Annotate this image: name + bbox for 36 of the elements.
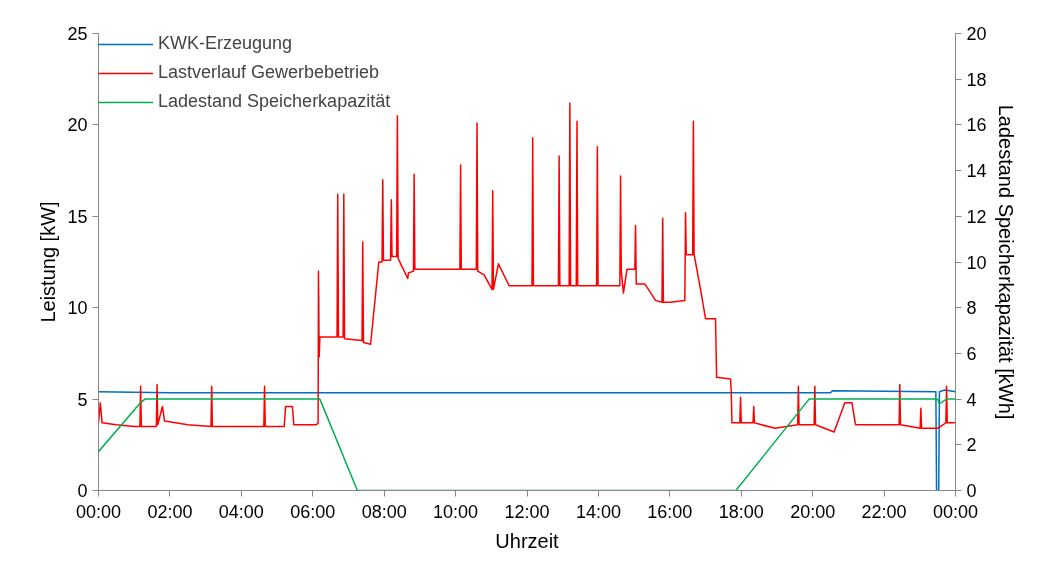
y2-tick-label: 8 [966, 298, 977, 319]
x-tick-label: 10:00 [433, 501, 479, 522]
y-axis-title: Leistung [kW] [37, 201, 60, 323]
y2-tick-label: 18 [966, 69, 987, 90]
y2-tick-label: 10 [966, 252, 987, 273]
x-tick-label: 00:00 [75, 501, 122, 522]
y2-tick-label: 12 [966, 206, 987, 227]
x-tick-label: 04:00 [218, 501, 264, 522]
y2-tick-label: 0 [966, 481, 977, 501]
x-axis-title: Uhrzeit [495, 529, 560, 552]
legend-label: KWK-Erzeugung [158, 33, 293, 54]
y2-tick-label: 16 [966, 115, 987, 136]
y-tick-label: 20 [67, 115, 88, 136]
x-tick-label: 06:00 [290, 501, 336, 522]
y2-tick-label: 6 [966, 343, 977, 364]
x-tick-label: 16:00 [647, 501, 693, 522]
y2-tick-label: 20 [966, 24, 987, 44]
y-tick-label: 5 [77, 389, 88, 410]
y2-tick-label: 4 [966, 389, 977, 410]
legend-label: Lastverlauf Gewerbebetrieb [158, 62, 380, 83]
y-tick-label: 15 [67, 206, 88, 227]
x-tick-label: 14:00 [575, 501, 621, 522]
y2-tick-label: 2 [966, 435, 977, 456]
x-tick-label: 08:00 [361, 501, 407, 522]
y-tick-label: 10 [67, 298, 88, 319]
y-tick-label: 0 [77, 481, 88, 501]
x-tick-label: 00:00 [932, 501, 979, 522]
y2-tick-label: 14 [966, 161, 987, 182]
y-tick-label: 25 [67, 24, 88, 44]
legend-label: Ladestand Speicherkapazität [158, 91, 391, 112]
x-tick-label: 12:00 [504, 501, 550, 522]
y2-axis-title: Ladestand Speicherkapazität [kWh] [994, 104, 1017, 420]
x-tick-label: 20:00 [790, 501, 836, 522]
x-tick-label: 22:00 [861, 501, 907, 522]
x-tick-label: 02:00 [147, 501, 193, 522]
x-tick-label: 18:00 [718, 501, 764, 522]
